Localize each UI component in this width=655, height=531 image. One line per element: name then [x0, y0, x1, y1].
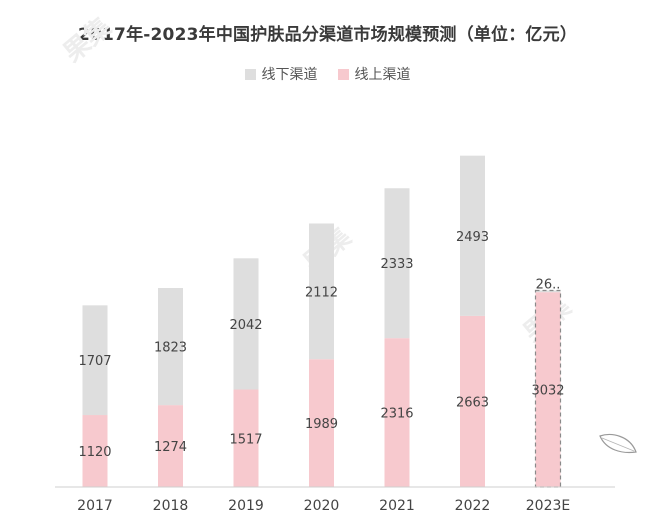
data-label-online-2020: 1989 [305, 417, 338, 432]
data-label-online-2017: 1120 [78, 445, 111, 460]
leaf-icon [599, 433, 637, 454]
data-label-offline-2018: 1823 [154, 341, 187, 356]
x-tick-label-2021: 2021 [379, 498, 415, 514]
chart-title: 2017年-2023年中国护肤品分渠道市场规模预测（单位：亿元） [77, 25, 578, 45]
chart-legend: 线下渠道 线上渠道 [0, 64, 655, 84]
data-label-online-2023E: 3032 [531, 384, 564, 399]
bar-online-2017 [82, 415, 108, 487]
data-label-offline-2022: 2493 [456, 230, 489, 245]
bar-online-2022 [460, 315, 485, 487]
data-label-online-2022: 2663 [456, 395, 489, 410]
bar-offline-2020 [309, 223, 334, 360]
bar-online-2020 [309, 359, 334, 487]
data-label-offline-2023E: 26.. [536, 277, 561, 292]
x-tick-label-2017: 2017 [77, 498, 113, 514]
data-label-online-2019: 1517 [229, 432, 262, 447]
x-tick-label-2023E: 2023E [526, 498, 570, 514]
bar-offline-2018 [158, 287, 183, 406]
x-tick-label-2020: 2020 [304, 498, 340, 514]
legend-label-offline: 线下渠道 [261, 67, 318, 83]
data-label-online-2021: 2316 [380, 407, 413, 422]
legend-label-online: 线上渠道 [354, 67, 411, 83]
x-tick-label-2018: 2018 [153, 498, 189, 514]
bar-online-2019 [233, 389, 259, 487]
legend-swatch-offline [244, 68, 256, 80]
x-tick-label-2022: 2022 [455, 498, 491, 514]
bar-offline-2019 [233, 258, 259, 390]
x-tick-label-2019: 2019 [228, 498, 264, 514]
data-label-online-2018: 1274 [154, 440, 187, 455]
bar-offline-2021 [384, 188, 410, 339]
legend-swatch-online [337, 68, 349, 80]
bar-offline-2023E [535, 290, 561, 293]
bar-offline-2017 [82, 305, 108, 416]
bar-online-2021 [384, 338, 410, 487]
data-label-offline-2021: 2333 [380, 257, 413, 272]
bar-offline-2022 [460, 155, 485, 316]
data-label-offline-2020: 2112 [305, 285, 338, 300]
legend-item-online[interactable]: 线上渠道 [337, 64, 411, 84]
bar-online-2018 [158, 405, 183, 487]
data-label-offline-2019: 2042 [229, 318, 262, 333]
bar-online-2023E [535, 292, 561, 487]
data-label-offline-2017: 1707 [78, 354, 111, 369]
legend-item-offline[interactable]: 线下渠道 [244, 64, 318, 84]
